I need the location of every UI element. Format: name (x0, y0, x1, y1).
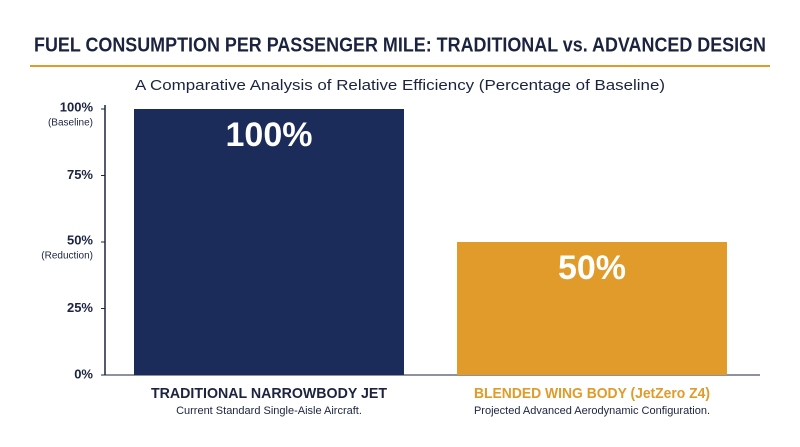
chart-title: FUEL CONSUMPTION PER PASSENGER MILE: TRA… (34, 34, 766, 56)
value-label: 100% (226, 116, 313, 154)
bar (457, 242, 727, 375)
y-tick-label: 100% (60, 99, 94, 114)
value-label: 50% (558, 249, 626, 287)
y-tick-note: (Reduction) (41, 251, 93, 262)
y-tick-label: 50% (67, 232, 93, 247)
category-description: Current Standard Single-Aisle Aircraft. (176, 405, 362, 417)
x-tick-label: TRADITIONAL NARROWBODY JET (151, 385, 387, 402)
y-tick-note: (Baseline) (48, 118, 93, 129)
y-tick-label: 0% (74, 366, 93, 381)
category-description: Projected Advanced Aerodynamic Configura… (474, 405, 710, 417)
y-tick-label: 75% (67, 167, 93, 182)
x-tick-label: BLENDED WING BODY (JetZero Z4) (474, 385, 710, 402)
y-tick-label: 25% (67, 300, 93, 315)
chart-subtitle: A Comparative Analysis of Relative Effic… (135, 77, 665, 94)
bar (134, 109, 404, 375)
